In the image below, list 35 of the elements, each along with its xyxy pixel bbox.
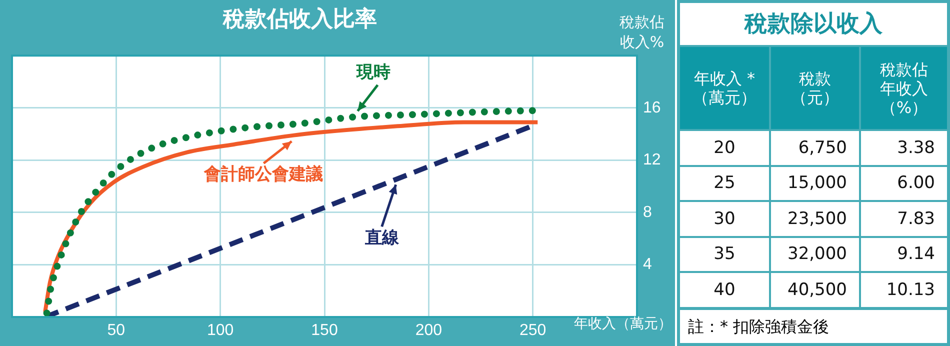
x-tick-label: 稅款佔年收入（%） bbox=[879, 60, 929, 116]
series-label: 現時 bbox=[356, 62, 391, 82]
y-tick-label: 40 bbox=[680, 273, 769, 306]
x-axis-title: 年收入（萬元） bbox=[574, 315, 672, 333]
data-label: 9.14 bbox=[861, 238, 947, 271]
x-tick-label: 50 bbox=[107, 322, 126, 340]
data-label: 23,500 bbox=[771, 202, 859, 236]
y-tick-label: 30 bbox=[680, 202, 769, 236]
y-tick-label: 35 bbox=[680, 238, 769, 271]
legend-label: 會計師公會建議 bbox=[203, 164, 324, 185]
data-label: 6,750 bbox=[771, 131, 859, 164]
data-label: 3.38 bbox=[861, 131, 947, 164]
data-label: 40,500 bbox=[771, 273, 859, 306]
y-tick-label: 4 bbox=[643, 256, 652, 274]
series-label: 直線 bbox=[364, 228, 400, 248]
data-label: 7.83 bbox=[861, 202, 947, 236]
text: 註：* 扣除強積金後 bbox=[680, 310, 947, 343]
y-tick-label: 16 bbox=[643, 99, 661, 116]
chart-title: 稅款佔收入比率 bbox=[222, 6, 378, 34]
y-tick-label: 20 bbox=[680, 131, 769, 164]
chart-title: 稅款除以收入 bbox=[680, 3, 947, 45]
y-tick-label: 25 bbox=[680, 166, 769, 200]
y-tick-label: 12 bbox=[643, 152, 661, 169]
data-label: 32,000 bbox=[771, 238, 859, 271]
x-tick-label: 100 bbox=[206, 322, 234, 340]
data-label: 15,000 bbox=[771, 166, 859, 200]
x-tick-label: 稅款（元） bbox=[790, 69, 840, 107]
data-label: 6.00 bbox=[861, 166, 947, 200]
x-tick-label: 200 bbox=[415, 322, 442, 340]
y-tick-label: 8 bbox=[643, 204, 652, 221]
y-axis-title: 年收入 *（萬元） bbox=[692, 69, 758, 107]
x-tick-label: 250 bbox=[519, 322, 546, 340]
x-tick-label: 150 bbox=[311, 322, 338, 340]
y-axis-title: 稅款佔收入% bbox=[612, 12, 672, 52]
data-label: 10.13 bbox=[861, 273, 947, 306]
